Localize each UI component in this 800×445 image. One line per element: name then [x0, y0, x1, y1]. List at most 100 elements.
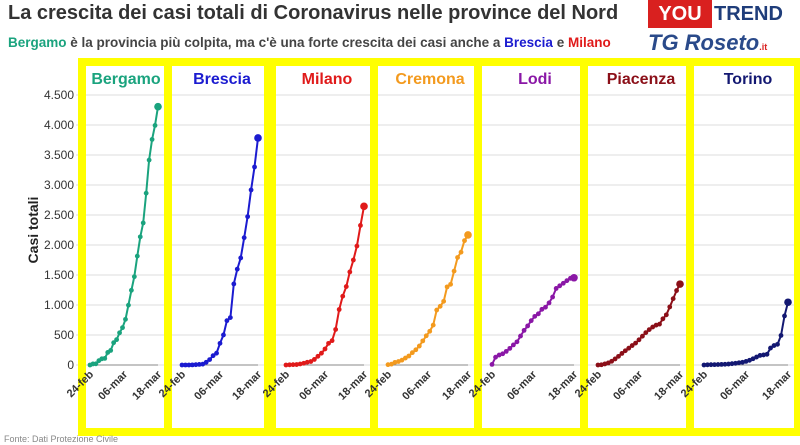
data-point [705, 362, 710, 368]
data-point [416, 343, 422, 349]
data-point [354, 243, 360, 249]
data-point [238, 255, 244, 261]
x-tick-label: 18-mar [760, 368, 795, 403]
data-point [609, 358, 615, 364]
data-point [493, 354, 498, 360]
data-point [595, 362, 601, 368]
data-point [643, 330, 649, 335]
tgroseto-logo-suffix: .it [759, 42, 768, 52]
data-point [245, 214, 251, 220]
data-point [287, 362, 292, 368]
data-point [510, 342, 516, 348]
panel-title-piacenza: Piacenza [607, 71, 676, 88]
data-point [674, 288, 679, 293]
y-tick-label: 3.500 [44, 148, 74, 162]
chart-subtitle: Bergamo è la provincia più colpita, ma c… [8, 35, 611, 50]
x-tick-label: 24-feb [467, 368, 499, 400]
y-axis-label: Casi totali [25, 197, 41, 264]
data-point [622, 348, 628, 354]
data-point [154, 102, 162, 111]
data-point [186, 362, 192, 368]
data-point [441, 298, 447, 304]
youtrend-logo-you: YOU [648, 0, 712, 28]
data-point [626, 345, 632, 351]
data-point [462, 238, 467, 244]
data-point [224, 318, 230, 324]
data-point [518, 333, 523, 339]
panel-cremona: Cremona 24-feb 06-mar 18-mar [363, 71, 475, 403]
data-point [152, 123, 158, 128]
data-point [93, 361, 99, 367]
data-point [550, 294, 556, 300]
series-line-cremona [387, 234, 469, 366]
x-tick-label: 18-mar [652, 368, 687, 403]
data-point [778, 333, 784, 338]
data-point [333, 327, 339, 332]
data-point [434, 307, 440, 313]
data-point [315, 353, 321, 359]
data-point [347, 269, 353, 275]
subtitle-text-1: è la provincia più colpita, ma c'è una f… [66, 35, 505, 50]
panel-frames [78, 58, 800, 436]
data-point [326, 340, 331, 346]
y-tick-label: 0 [67, 358, 74, 372]
data-point [329, 338, 335, 344]
data-point [227, 315, 233, 320]
data-point [564, 278, 570, 284]
youtrend-logo: YOU TREND [648, 0, 798, 28]
y-tick-label: 3.000 [44, 178, 74, 192]
data-point [448, 281, 454, 287]
data-point [193, 362, 199, 368]
youtrend-logo-trend: TREND [714, 3, 783, 25]
data-point [616, 353, 621, 359]
data-point [451, 268, 457, 274]
data-point [535, 311, 541, 317]
data-point [784, 298, 792, 307]
x-tick-label: 06-mar [718, 368, 753, 403]
data-point [248, 187, 254, 193]
data-point [430, 322, 436, 328]
y-tick-label: 2.000 [44, 238, 74, 252]
data-point [619, 351, 625, 356]
frame-separator [580, 58, 588, 436]
data-point [413, 347, 419, 353]
data-point [358, 223, 363, 228]
data-point [736, 360, 742, 366]
data-point [126, 302, 131, 308]
data-point [560, 280, 566, 286]
data-point [640, 333, 645, 339]
panel-lodi: Lodi 24-feb 06-mar 18-mar [467, 71, 581, 403]
data-point [455, 255, 460, 260]
x-tick-label: 06-mar [192, 368, 227, 403]
data-point [217, 340, 223, 346]
data-point [489, 362, 495, 367]
data-point [207, 357, 213, 362]
x-tick-label: 18-mar [336, 368, 371, 403]
data-point [507, 345, 513, 351]
data-point [708, 362, 714, 368]
subtitle-brescia: Brescia [504, 35, 553, 50]
data-point [123, 316, 128, 322]
data-point [231, 281, 237, 287]
data-point [402, 355, 408, 361]
panel-title-torino: Torino [724, 71, 773, 88]
data-point [340, 293, 346, 299]
panel-title-milano: Milano [302, 71, 353, 88]
data-point [137, 234, 143, 240]
panel-brescia: Brescia 24-feb 06-mar 18-mar [157, 71, 265, 403]
x-tick-label: 06-mar [297, 368, 332, 403]
data-point [521, 327, 527, 333]
data-point [111, 340, 117, 346]
y-tick-label: 4.500 [44, 88, 74, 102]
data-point [636, 337, 642, 343]
data-point [437, 303, 443, 309]
series-line-milano [285, 206, 365, 366]
panel-title-brescia: Brescia [193, 71, 251, 88]
data-point [768, 345, 773, 351]
y-tick-label: 500 [54, 328, 74, 342]
data-point [464, 231, 472, 239]
data-point [102, 356, 108, 361]
data-point [500, 351, 506, 357]
x-tick-label: 18-mar [130, 368, 165, 403]
